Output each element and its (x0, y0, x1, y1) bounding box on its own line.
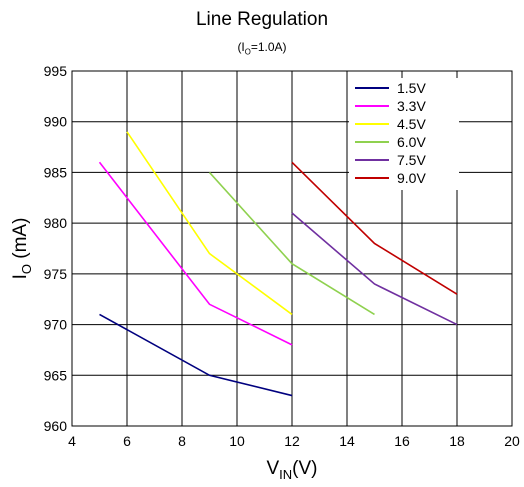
x-axis-label: VIN(V) (266, 458, 317, 482)
x-tick-label: 14 (339, 433, 355, 449)
y-tick-label: 985 (44, 164, 68, 180)
y-tick-label: 960 (44, 418, 68, 434)
chart-title: Line Regulation (195, 9, 329, 30)
chart-subtitle: (IO=1.0A) (0, 40, 524, 56)
y-tick-label: 975 (44, 266, 68, 282)
y-tick-label: 995 (44, 63, 68, 79)
x-tick-label: 8 (178, 433, 186, 449)
legend-label: 6.0V (397, 134, 426, 150)
y-tick-label: 965 (44, 367, 68, 383)
plot-frame (71, 70, 513, 427)
tick-labels: 4 6 8 10 12 14 16 18 20 960 965 970 975 980 985 990 995 (44, 63, 520, 449)
subtitle-main: (I (237, 40, 245, 54)
series-line-7.5V (291, 212, 458, 326)
series-line-6.0V (208, 171, 375, 316)
series-line-1.5V (99, 313, 293, 397)
y-axis-label: IO (mA) (10, 218, 34, 280)
series-line-3.3V (98, 161, 293, 346)
legend: 1.5V 3.3V 4.5V 6.0V 7.5V 9.0V (349, 78, 459, 190)
legend-label: 1.5V (397, 80, 426, 96)
series-line-9.0V (291, 161, 458, 295)
legend-box (349, 78, 459, 190)
subtitle-sub: O (244, 47, 251, 57)
x-tick-label: 16 (394, 433, 410, 449)
y-tick-label: 980 (44, 215, 68, 231)
x-tick-label: 6 (123, 433, 131, 449)
legend-label: 3.3V (397, 98, 426, 114)
series-line-4.5V (126, 131, 293, 316)
x-tick-label: 12 (284, 433, 300, 449)
legend-label: 7.5V (397, 152, 426, 168)
x-tick-label: 10 (229, 433, 245, 449)
x-tick-label: 4 (68, 433, 76, 449)
y-tick-label: 990 (44, 114, 68, 130)
legend-label: 9.0V (397, 170, 426, 186)
subtitle-rest: =1.0A) (250, 40, 287, 54)
x-tick-label: 20 (504, 433, 520, 449)
y-tick-label: 970 (44, 317, 68, 333)
series-lines (98, 131, 458, 397)
x-tick-label: 18 (449, 433, 465, 449)
legend-label: 4.5V (397, 116, 426, 132)
